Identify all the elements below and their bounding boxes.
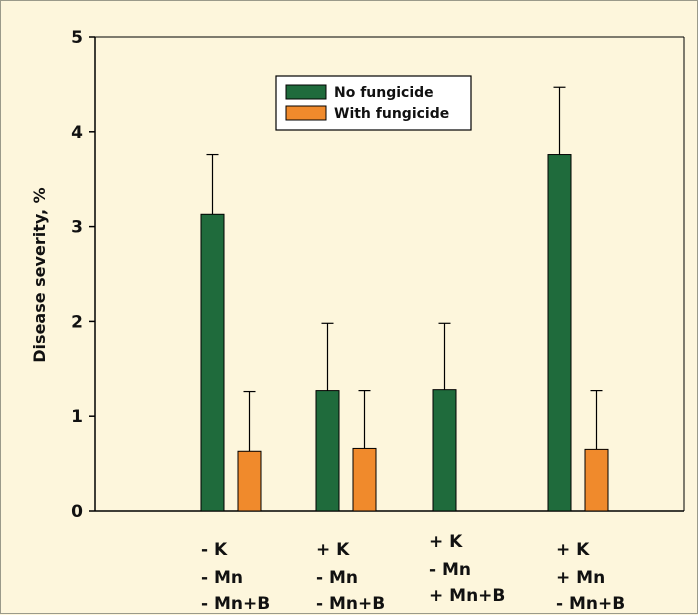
x-category-label-line: - Mn+B [201,594,270,614]
x-category-label-line: + Mn [556,568,605,588]
bar [432,389,457,512]
x-category-label: - K - Mn - Mn+B [201,540,270,614]
bar [200,213,225,512]
x-category-label-line: + K [429,532,463,552]
y-axis-title: Disease severity, % [30,187,49,362]
legend-swatch [285,84,327,100]
y-tick-label: 5 [71,28,83,48]
x-category-label-line: - Mn [201,568,243,588]
bar [584,448,609,512]
x-category-label-line: + K [316,540,350,560]
x-category-label-line: + K [556,540,590,560]
error-bars [206,86,603,452]
y-tick-label: 4 [71,123,83,143]
x-category-label-line: - Mn [429,560,471,580]
bar [547,154,572,512]
legend-label: No fungicide [334,85,434,101]
legend-swatch [285,105,327,121]
x-category-label-line: - Mn [316,568,358,588]
bar [352,447,377,512]
x-category-label-line: - Mn+B [316,594,385,614]
y-tick-labels: 0 1 2 3 4 5 [71,28,83,522]
bar [237,450,262,512]
x-category-label: + K - Mn + Mn+B [429,532,505,606]
y-tick-label: 2 [71,312,83,332]
y-tick-label: 3 [71,218,83,238]
x-category-label: + K + Mn - Mn+B [556,540,625,614]
x-category-label-line: + Mn+B [429,586,505,606]
x-category-label: + K - Mn - Mn+B [316,540,385,614]
legend-label: With fungicide [334,106,449,122]
x-category-label-line: - Mn+B [556,594,625,614]
x-category-labels: - K- Mn - Mn+B+ K- Mn - Mn+B+ K- Mn + Mn+B+… [201,532,625,614]
legend: No fungicide With fungicide [275,75,472,131]
bars [200,154,609,512]
y-tick-label: 1 [71,407,83,427]
y-tick-label: 0 [71,502,83,522]
bar [315,390,340,512]
x-category-label-line: - K [201,540,228,560]
